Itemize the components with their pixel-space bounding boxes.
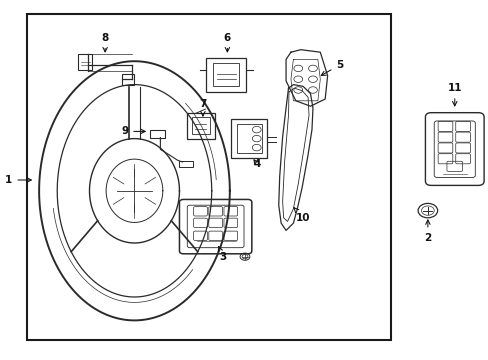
Text: 5: 5 [321,60,343,76]
Text: 9: 9 [121,126,145,136]
Text: 2: 2 [424,220,430,243]
Text: 10: 10 [293,208,310,223]
Bar [230,119,267,158]
Text: 4: 4 [252,159,260,169]
Text: 11: 11 [447,83,461,106]
Bar [78,54,92,70]
Bar [27,14,390,340]
Bar [237,124,261,153]
Bar [179,161,192,167]
Bar [191,117,210,134]
Bar [186,113,215,139]
Text: 1: 1 [5,175,31,185]
Bar [122,74,134,85]
Bar [149,130,165,138]
Text: 8: 8 [102,33,108,52]
Text: 7: 7 [199,99,206,116]
Bar [205,58,245,92]
Bar [212,63,239,86]
Text: 3: 3 [218,247,225,262]
Text: 6: 6 [224,33,230,52]
